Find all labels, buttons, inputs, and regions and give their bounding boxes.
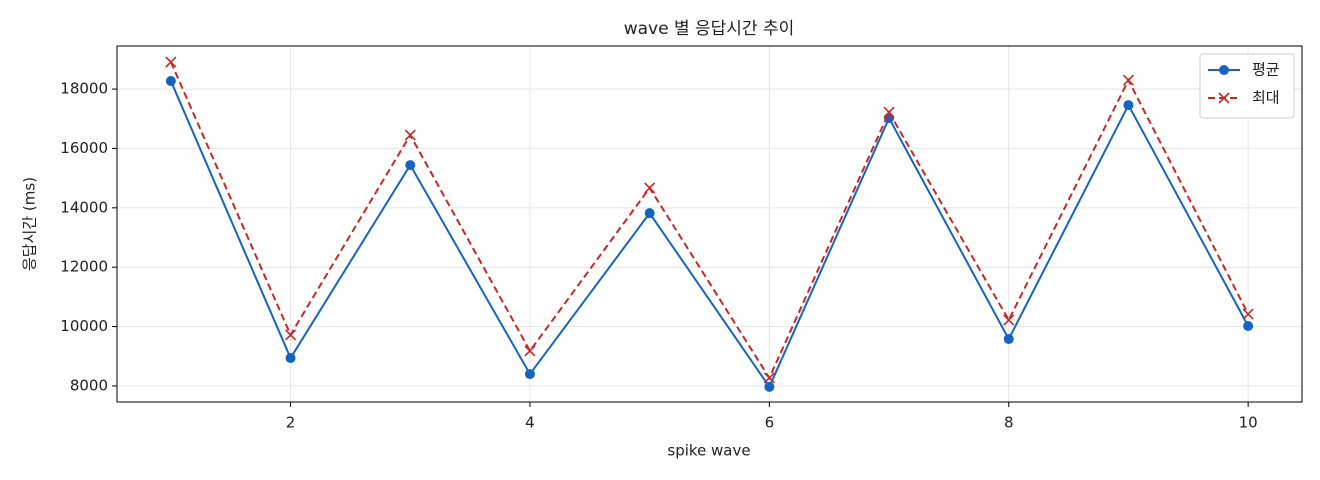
point — [764, 381, 775, 392]
x-tick-label: 4 — [525, 414, 535, 432]
point — [1123, 100, 1134, 111]
plot-frame — [116, 45, 1303, 403]
chart-title: wave 별 응답시간 추이 — [624, 19, 795, 39]
point — [524, 345, 536, 357]
legend-label: 최대 — [1252, 89, 1280, 107]
point — [883, 106, 895, 118]
point — [1003, 334, 1014, 345]
point — [644, 182, 656, 194]
series-line — [169, 80, 1250, 389]
y-tick-label: 16000 — [60, 139, 108, 157]
y-tick-label: 14000 — [60, 198, 108, 216]
x-tick-label: 10 — [1239, 414, 1258, 432]
x-axis-label: spike wave — [667, 442, 750, 460]
point — [285, 353, 296, 364]
point — [524, 369, 535, 380]
legend-marker — [1218, 92, 1230, 104]
legend-marker — [1219, 65, 1229, 75]
point — [404, 129, 416, 141]
x-tick-label: 8 — [1004, 414, 1014, 432]
point — [763, 372, 775, 384]
legend-label: 평균 — [1252, 61, 1280, 79]
point — [1003, 314, 1015, 326]
point — [1242, 308, 1254, 320]
y-tick-label: 12000 — [60, 258, 108, 276]
point — [1122, 74, 1135, 86]
point — [644, 208, 655, 219]
point — [165, 76, 176, 87]
point — [284, 329, 297, 341]
x-tick-label: 2 — [286, 414, 296, 432]
point — [165, 56, 177, 68]
series-line — [169, 61, 1250, 381]
point — [1243, 320, 1254, 331]
x-tick-label: 6 — [765, 414, 775, 432]
y-tick-label: 8000 — [70, 376, 108, 394]
y-axis-label: 응답시간 (ms) — [21, 177, 39, 271]
point — [405, 160, 416, 171]
legend-box — [1199, 53, 1295, 119]
y-tick-label: 10000 — [60, 317, 108, 335]
y-tick-label: 18000 — [60, 80, 108, 98]
